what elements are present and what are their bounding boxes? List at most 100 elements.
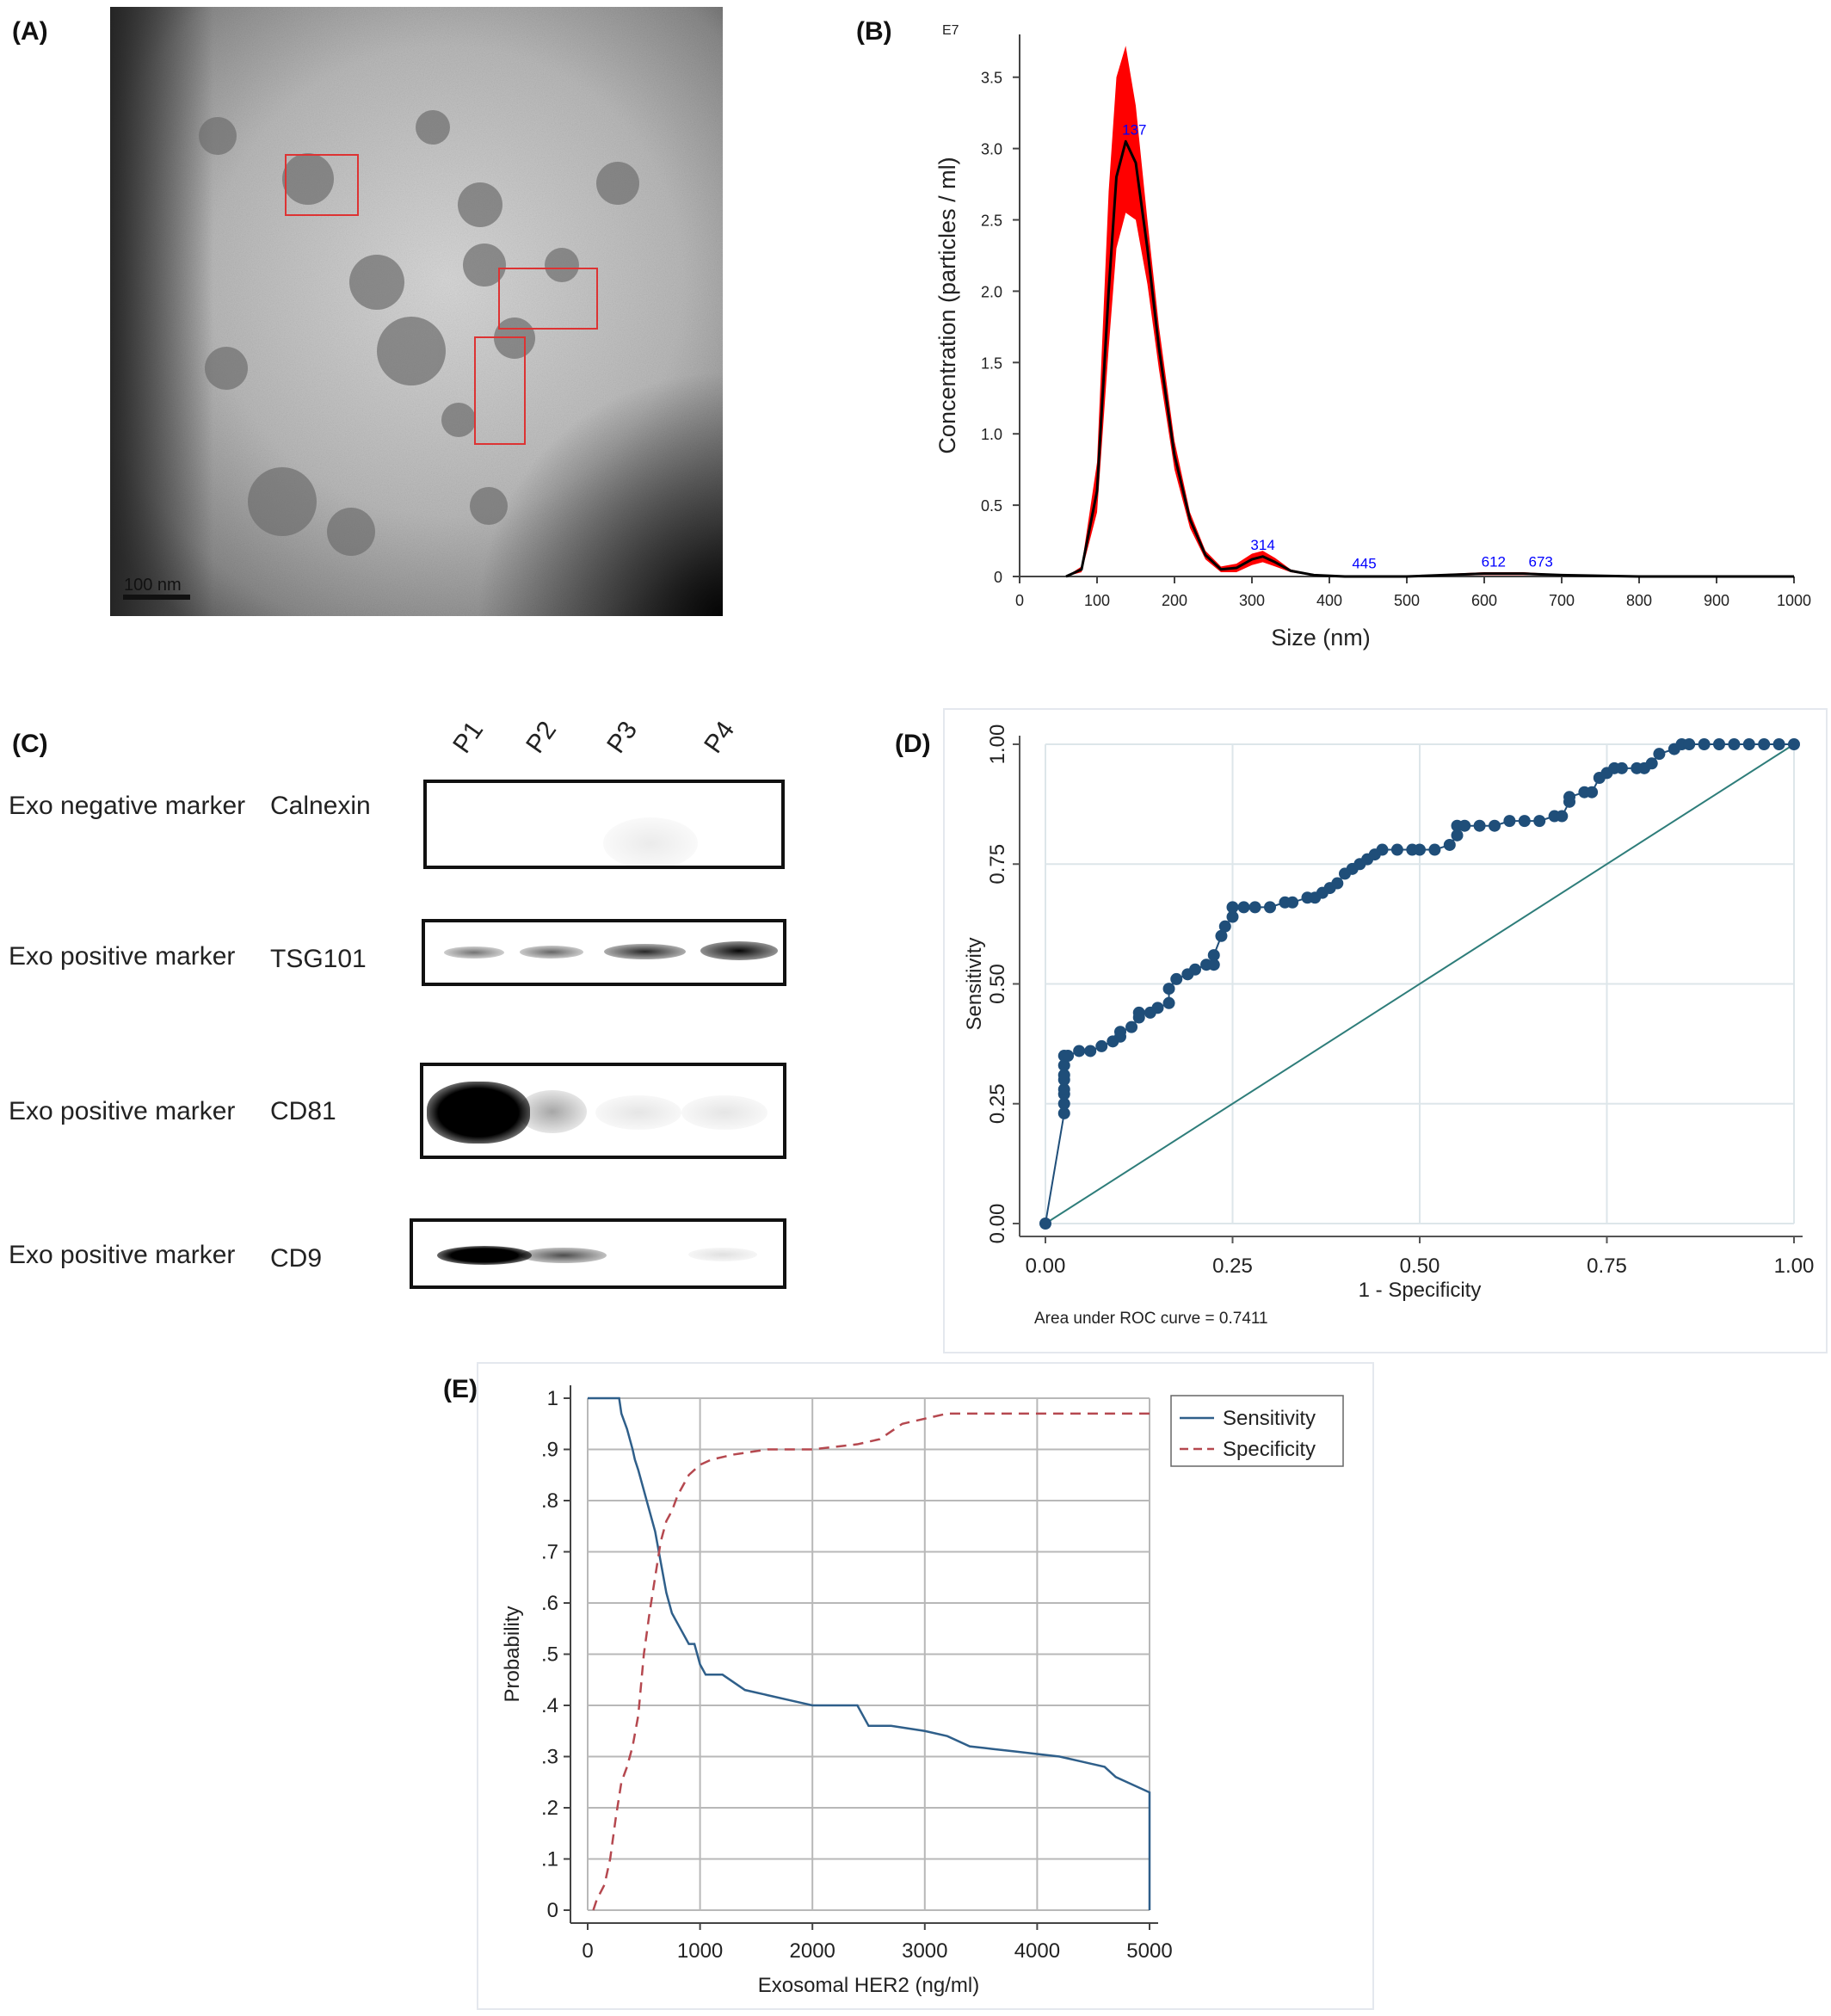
x-axis-label: 1 - Specificity bbox=[1359, 1279, 1482, 1302]
y-tick-label: 1.5 bbox=[981, 354, 1002, 372]
tem-micrograph: 100 nm bbox=[110, 7, 723, 616]
lane-label: P3 bbox=[601, 716, 644, 759]
x-tick-label: 900 bbox=[1704, 592, 1729, 609]
roc-point bbox=[1189, 963, 1201, 976]
peak-label: 612 bbox=[1482, 554, 1506, 570]
auc-annotation: Area under ROC curve = 0.7411 bbox=[1034, 1310, 1268, 1328]
roc-point bbox=[1489, 819, 1501, 832]
x-tick-label: 100 bbox=[1084, 592, 1110, 609]
panel-label-a: (A) bbox=[12, 17, 48, 46]
y-tick-label: .3 bbox=[541, 1746, 558, 1769]
roc-point bbox=[1713, 738, 1725, 750]
protein-name: CD81 bbox=[270, 1097, 336, 1125]
roc-point bbox=[1772, 738, 1785, 750]
x-tick-label: 0.50 bbox=[1400, 1255, 1440, 1278]
exponent-label: E7 bbox=[942, 23, 959, 38]
x-tick-label: 0.75 bbox=[1587, 1255, 1627, 1278]
roc-point bbox=[1057, 1069, 1070, 1082]
lane-label: P1 bbox=[447, 716, 490, 759]
y-tick-label: 0 bbox=[994, 569, 1002, 586]
roc-point bbox=[1414, 843, 1426, 856]
peak-label: 137 bbox=[1122, 121, 1146, 138]
reference-line bbox=[1045, 743, 1795, 1224]
band bbox=[595, 1095, 681, 1130]
roc-point bbox=[1742, 738, 1755, 750]
lane-label: P2 bbox=[521, 716, 563, 759]
roc-point bbox=[1376, 843, 1389, 856]
x-tick-label: 2000 bbox=[790, 1939, 835, 1963]
lane-label: P4 bbox=[699, 716, 741, 759]
roc-point bbox=[1237, 901, 1250, 914]
y-tick-label: 0.5 bbox=[981, 497, 1002, 515]
roc-point bbox=[1207, 959, 1220, 971]
roc-point bbox=[1057, 1107, 1070, 1119]
roc-point bbox=[1073, 1045, 1086, 1057]
band bbox=[681, 1095, 768, 1130]
roc-point bbox=[1170, 972, 1183, 985]
roc-point bbox=[1533, 815, 1546, 828]
chart-d: 0.00 0.25 0.50 0.75 1.00 0.00 0.25 0.50 0.75 1.00… bbox=[943, 708, 1828, 1353]
legend-label: Sensitivity bbox=[1223, 1407, 1316, 1430]
panel-label-e: (E) bbox=[443, 1375, 478, 1403]
roc-point bbox=[1683, 738, 1696, 750]
error-band bbox=[1066, 46, 1794, 576]
roc-point bbox=[1563, 791, 1575, 804]
roc-point bbox=[1215, 929, 1228, 942]
band bbox=[520, 946, 583, 959]
roc-point bbox=[1390, 843, 1403, 856]
y-axis-label: Concentration (particles / ml) bbox=[934, 157, 960, 453]
roc-point bbox=[1653, 748, 1666, 761]
roc-point bbox=[1451, 829, 1464, 842]
x-tick-label: 800 bbox=[1626, 592, 1652, 609]
y-tick-label: .8 bbox=[541, 1489, 558, 1513]
marker-category: Exo negative marker bbox=[9, 792, 246, 820]
x-tick-label: 0 bbox=[582, 1939, 593, 1963]
marker-category: Exo positive marker bbox=[9, 942, 236, 971]
band bbox=[700, 941, 778, 960]
x-axis-label: Size (nm) bbox=[1271, 625, 1371, 650]
peak-label: 445 bbox=[1352, 555, 1376, 571]
y-tick-label: .2 bbox=[541, 1797, 558, 1820]
roc-point bbox=[1758, 738, 1771, 750]
y-tick-label: .1 bbox=[541, 1848, 558, 1871]
x-tick-label: 300 bbox=[1239, 592, 1265, 609]
roc-point bbox=[1162, 983, 1175, 996]
x-tick-label: 400 bbox=[1316, 592, 1342, 609]
legend-box bbox=[1170, 1395, 1344, 1467]
y-tick-label: 0.00 bbox=[986, 1204, 1009, 1244]
roc-point bbox=[1132, 1006, 1145, 1019]
protein-name: Calnexin bbox=[270, 792, 371, 820]
specificity-line bbox=[592, 1412, 1150, 1911]
y-tick-label: .7 bbox=[541, 1541, 558, 1564]
y-tick-label: .6 bbox=[541, 1592, 558, 1615]
highlight-boxes bbox=[285, 154, 598, 445]
roc-point bbox=[1114, 1026, 1126, 1039]
roc-point bbox=[1039, 1218, 1051, 1230]
panel-label-b: (B) bbox=[856, 17, 892, 46]
panel-label-d: (D) bbox=[895, 730, 931, 758]
y-tick-label: .9 bbox=[541, 1439, 558, 1462]
y-tick-label: 3.0 bbox=[981, 141, 1002, 158]
blot-tsg101 bbox=[422, 919, 786, 986]
roc-point bbox=[1473, 819, 1486, 832]
x-tick-label: 500 bbox=[1394, 592, 1420, 609]
roc-point bbox=[1248, 901, 1261, 914]
roc-point bbox=[1057, 1097, 1070, 1110]
legend: Sensitivity Specificity bbox=[1170, 1395, 1344, 1467]
blot-cd81 bbox=[420, 1063, 786, 1159]
x-tick-label: 1000 bbox=[1777, 592, 1811, 609]
band bbox=[444, 946, 504, 959]
roc-point bbox=[1151, 1002, 1164, 1014]
y-tick-label: 1 bbox=[547, 1387, 558, 1410]
band bbox=[521, 1248, 607, 1263]
roc-point bbox=[1095, 1039, 1108, 1052]
protein-name: CD9 bbox=[270, 1244, 323, 1273]
roc-point bbox=[1443, 838, 1456, 851]
scale-bar-label: 100 nm bbox=[124, 576, 182, 595]
x-tick-label: 0.00 bbox=[1026, 1255, 1066, 1278]
y-tick-label: 1.00 bbox=[986, 724, 1009, 765]
roc-point bbox=[1057, 1059, 1070, 1072]
protein-name: TSG101 bbox=[270, 945, 367, 973]
roc-point bbox=[1331, 877, 1344, 890]
band bbox=[604, 944, 686, 959]
